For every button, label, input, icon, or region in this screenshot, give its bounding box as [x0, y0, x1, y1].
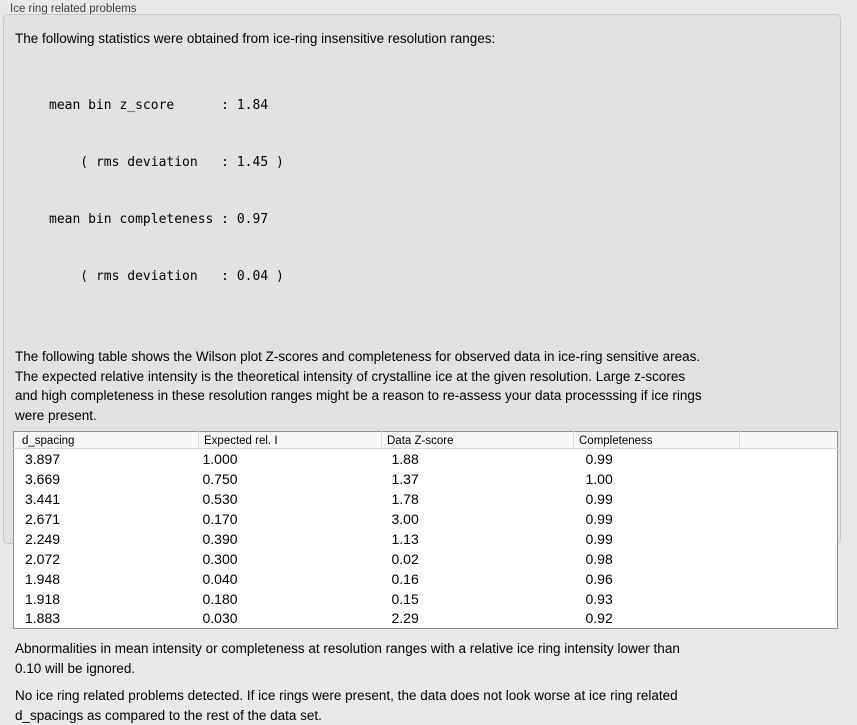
cell-completeness[interactable]: 0.92: [574, 609, 740, 629]
table-row[interactable]: 3.897 1.000 1.88 0.99: [14, 449, 838, 469]
cell-expected-rel-i[interactable]: 0.300: [199, 549, 382, 569]
col-header-d-spacing[interactable]: d_spacing: [14, 432, 199, 449]
stat-line-completeness-rms: ( rms deviation : 0.04 ): [49, 267, 840, 286]
cell-empty: [740, 449, 838, 469]
table-description: The following table shows the Wilson plo…: [15, 347, 840, 425]
table-row[interactable]: 2.671 0.170 3.00 0.99: [14, 509, 838, 529]
table-row[interactable]: 1.918 0.180 0.15 0.93: [14, 589, 838, 609]
ice-ring-table[interactable]: d_spacing Expected rel. I Data Z-score C…: [13, 431, 838, 629]
conclusion-text: No ice ring related problems detected. I…: [15, 686, 840, 725]
cell-empty: [740, 509, 838, 529]
cell-expected-rel-i[interactable]: 0.390: [199, 529, 382, 549]
cell-d-spacing[interactable]: 1.883: [14, 609, 199, 629]
stat-line-mean-z-score: mean bin z_score : 1.84: [49, 96, 840, 115]
cell-expected-rel-i[interactable]: 1.000: [199, 449, 382, 469]
cell-empty: [740, 489, 838, 509]
cell-d-spacing[interactable]: 2.249: [14, 529, 199, 549]
cell-d-spacing[interactable]: 3.897: [14, 449, 199, 469]
cell-empty: [740, 529, 838, 549]
col-header-empty: [740, 432, 838, 449]
col-header-completeness[interactable]: Completeness: [574, 432, 740, 449]
cell-empty: [740, 549, 838, 569]
cell-expected-rel-i[interactable]: 0.530: [199, 489, 382, 509]
cell-completeness[interactable]: 0.96: [574, 569, 740, 589]
text-line: 0.10 will be ignored.: [15, 659, 840, 679]
cell-expected-rel-i[interactable]: 0.030: [199, 609, 382, 629]
text-line: No ice ring related problems detected. I…: [15, 686, 840, 706]
cell-completeness[interactable]: 0.99: [574, 449, 740, 469]
cell-empty: [740, 589, 838, 609]
cell-data-z-score[interactable]: 1.88: [382, 449, 574, 469]
cell-d-spacing[interactable]: 1.948: [14, 569, 199, 589]
text-line: The expected relative intensity is the t…: [15, 367, 840, 387]
cell-d-spacing[interactable]: 2.671: [14, 509, 199, 529]
col-header-expected-rel-i[interactable]: Expected rel. I: [199, 432, 382, 449]
table-header: d_spacing Expected rel. I Data Z-score C…: [14, 432, 838, 449]
table-row[interactable]: 1.948 0.040 0.16 0.96: [14, 569, 838, 589]
cell-d-spacing[interactable]: 3.441: [14, 489, 199, 509]
ignore-note: Abnormalities in mean intensity or compl…: [15, 639, 840, 678]
cell-expected-rel-i[interactable]: 0.040: [199, 569, 382, 589]
cell-empty: [740, 469, 838, 489]
stat-line-mean-completeness: mean bin completeness : 0.97: [49, 210, 840, 229]
cell-expected-rel-i[interactable]: 0.750: [199, 469, 382, 489]
cell-data-z-score[interactable]: 3.00: [382, 509, 574, 529]
text-line: were present.: [15, 406, 840, 426]
table-row[interactable]: 3.669 0.750 1.37 1.00: [14, 469, 838, 489]
cell-expected-rel-i[interactable]: 0.170: [199, 509, 382, 529]
cell-expected-rel-i[interactable]: 0.180: [199, 589, 382, 609]
table-row[interactable]: 2.249 0.390 1.13 0.99: [14, 529, 838, 549]
table-row[interactable]: 1.883 0.030 2.29 0.92: [14, 609, 838, 629]
cell-completeness[interactable]: 1.00: [574, 469, 740, 489]
stat-line-z-score-rms: ( rms deviation : 1.45 ): [49, 153, 840, 172]
cell-completeness[interactable]: 0.99: [574, 509, 740, 529]
col-header-data-z-score[interactable]: Data Z-score: [382, 432, 574, 449]
table-row[interactable]: 2.072 0.300 0.02 0.98: [14, 549, 838, 569]
cell-data-z-score[interactable]: 1.13: [382, 529, 574, 549]
text-line: The following table shows the Wilson plo…: [15, 347, 840, 367]
cell-data-z-score[interactable]: 2.29: [382, 609, 574, 629]
text-line: and high completeness in these resolutio…: [15, 386, 840, 406]
table-row[interactable]: 3.441 0.530 1.78 0.99: [14, 489, 838, 509]
cell-data-z-score[interactable]: 0.02: [382, 549, 574, 569]
stats-block: mean bin z_score : 1.84 ( rms deviation …: [49, 58, 840, 324]
cell-completeness[interactable]: 0.93: [574, 589, 740, 609]
table-body: 3.897 1.000 1.88 0.99 3.669 0.750 1.37 1…: [14, 449, 838, 629]
cell-completeness[interactable]: 0.99: [574, 529, 740, 549]
cell-completeness[interactable]: 0.98: [574, 549, 740, 569]
text-line: Abnormalities in mean intensity or compl…: [15, 639, 840, 659]
cell-empty: [740, 609, 838, 629]
cell-completeness[interactable]: 0.99: [574, 489, 740, 509]
stats-intro: The following statistics were obtained f…: [15, 30, 840, 47]
cell-d-spacing[interactable]: 3.669: [14, 469, 199, 489]
cell-data-z-score[interactable]: 1.37: [382, 469, 574, 489]
cell-data-z-score[interactable]: 0.16: [382, 569, 574, 589]
text-line: d_spacings as compared to the rest of th…: [15, 706, 840, 725]
cell-empty: [740, 569, 838, 589]
cell-d-spacing[interactable]: 1.918: [14, 589, 199, 609]
cell-d-spacing[interactable]: 2.072: [14, 549, 199, 569]
ice-ring-panel: The following statistics were obtained f…: [3, 14, 841, 544]
cell-data-z-score[interactable]: 1.78: [382, 489, 574, 509]
cell-data-z-score[interactable]: 0.15: [382, 589, 574, 609]
